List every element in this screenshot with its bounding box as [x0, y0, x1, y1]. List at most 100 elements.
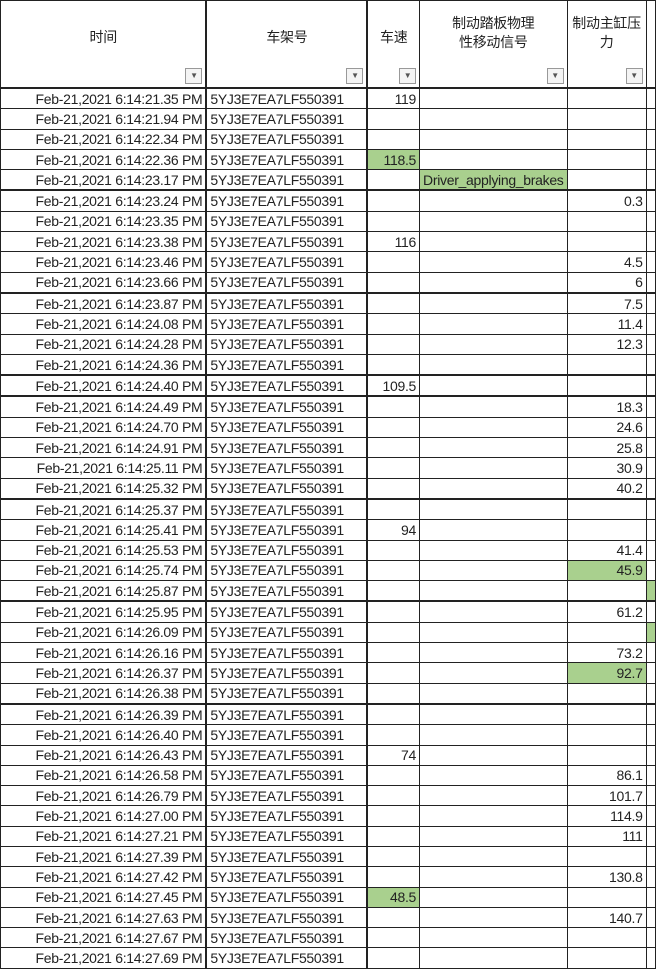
cell-time[interactable]: Feb-21,2021 6:14:27.45 PM: [0, 886, 208, 908]
cell-vin[interactable]: 5YJ3E7EA7LF550391: [205, 416, 369, 439]
cell-speed[interactable]: [366, 764, 421, 787]
cell-time[interactable]: Feb-21,2021 6:14:26.37 PM: [0, 662, 208, 684]
cell-speed[interactable]: [366, 662, 421, 684]
cell-vin[interactable]: 5YJ3E7EA7LF550391: [205, 805, 369, 827]
cell-brake-pressure[interactable]: 92.7: [566, 662, 647, 684]
cell-vin[interactable]: 5YJ3E7EA7LF550391: [205, 313, 369, 335]
cell-speed[interactable]: [366, 580, 421, 602]
cell-speed[interactable]: [366, 927, 421, 949]
cell-next[interactable]: [645, 682, 656, 705]
cell-time[interactable]: Feb-21,2021 6:14:21.35 PM: [0, 87, 208, 110]
cell-speed[interactable]: [366, 271, 421, 294]
cell-speed[interactable]: 116: [366, 231, 421, 253]
cell-vin[interactable]: 5YJ3E7EA7LF550391: [205, 210, 369, 233]
cell-brake-pressure[interactable]: 40.2: [566, 477, 647, 500]
cell-brake-signal[interactable]: [419, 374, 568, 397]
cell-brake-signal[interactable]: [419, 189, 568, 212]
cell-vin[interactable]: 5YJ3E7EA7LF550391: [205, 785, 369, 807]
filter-dropdown-icon[interactable]: ▼: [399, 68, 417, 84]
cell-next[interactable]: [645, 927, 656, 949]
cell-next[interactable]: [645, 189, 656, 212]
cell-speed[interactable]: [366, 600, 421, 623]
cell-brake-pressure[interactable]: 114.9: [566, 805, 647, 827]
cell-next[interactable]: [645, 785, 656, 807]
cell-vin[interactable]: 5YJ3E7EA7LF550391: [205, 374, 369, 397]
cell-next[interactable]: [645, 744, 656, 766]
cell-speed[interactable]: [366, 947, 421, 969]
cell-brake-pressure[interactable]: [566, 231, 647, 253]
cell-brake-pressure[interactable]: [566, 927, 647, 949]
cell-brake-pressure[interactable]: 4.5: [566, 251, 647, 273]
cell-time[interactable]: Feb-21,2021 6:14:25.37 PM: [0, 497, 208, 521]
cell-speed[interactable]: [366, 457, 421, 479]
cell-vin[interactable]: 5YJ3E7EA7LF550391: [205, 189, 369, 212]
cell-brake-signal[interactable]: [419, 416, 568, 439]
cell-speed[interactable]: 118.5: [366, 148, 421, 171]
cell-brake-signal[interactable]: Driver_applying_brakes: [419, 169, 568, 191]
cell-speed[interactable]: [366, 251, 421, 273]
cell-brake-pressure[interactable]: 61.2: [566, 600, 647, 623]
cell-next[interactable]: [645, 395, 656, 418]
cell-vin[interactable]: 5YJ3E7EA7LF550391: [205, 497, 369, 521]
cell-brake-pressure[interactable]: 30.9: [566, 457, 647, 479]
cell-brake-signal[interactable]: [419, 785, 568, 807]
cell-brake-signal[interactable]: [419, 519, 568, 541]
cell-next[interactable]: [645, 148, 656, 171]
cell-next[interactable]: [645, 724, 656, 746]
cell-brake-pressure[interactable]: 130.8: [566, 866, 647, 888]
cell-speed[interactable]: [366, 477, 421, 500]
cell-next[interactable]: [645, 87, 656, 110]
cell-time[interactable]: Feb-21,2021 6:14:25.87 PM: [0, 580, 208, 602]
cell-vin[interactable]: 5YJ3E7EA7LF550391: [205, 927, 369, 949]
cell-brake-pressure[interactable]: 12.3: [566, 333, 647, 355]
cell-brake-signal[interactable]: [419, 271, 568, 294]
cell-speed[interactable]: [366, 805, 421, 827]
cell-vin[interactable]: 5YJ3E7EA7LF550391: [205, 744, 369, 766]
cell-brake-pressure[interactable]: [566, 845, 647, 868]
cell-time[interactable]: Feb-21,2021 6:14:25.32 PM: [0, 477, 208, 500]
cell-brake-pressure[interactable]: 101.7: [566, 785, 647, 807]
cell-vin[interactable]: 5YJ3E7EA7LF550391: [205, 642, 369, 664]
cell-speed[interactable]: 109.5: [366, 374, 421, 397]
cell-speed[interactable]: [366, 333, 421, 355]
cell-brake-pressure[interactable]: [566, 108, 647, 130]
cell-time[interactable]: Feb-21,2021 6:14:26.39 PM: [0, 702, 208, 726]
cell-next[interactable]: [645, 128, 656, 150]
cell-vin[interactable]: 5YJ3E7EA7LF550391: [205, 169, 369, 191]
cell-time[interactable]: Feb-21,2021 6:14:23.17 PM: [0, 169, 208, 191]
cell-speed[interactable]: [366, 291, 421, 315]
cell-next[interactable]: [645, 374, 656, 397]
cell-time[interactable]: Feb-21,2021 6:14:24.40 PM: [0, 374, 208, 397]
cell-brake-pressure[interactable]: [566, 702, 647, 726]
cell-brake-pressure[interactable]: [566, 353, 647, 376]
cell-next[interactable]: [645, 477, 656, 500]
cell-time[interactable]: Feb-21,2021 6:14:23.87 PM: [0, 291, 208, 315]
cell-brake-pressure[interactable]: [566, 621, 647, 644]
cell-time[interactable]: Feb-21,2021 6:14:24.49 PM: [0, 395, 208, 418]
cell-brake-signal[interactable]: [419, 927, 568, 949]
cell-vin[interactable]: 5YJ3E7EA7LF550391: [205, 251, 369, 273]
cell-brake-pressure[interactable]: 6: [566, 271, 647, 294]
cell-brake-signal[interactable]: [419, 251, 568, 273]
cell-next[interactable]: [645, 866, 656, 888]
cell-time[interactable]: Feb-21,2021 6:14:25.41 PM: [0, 519, 208, 541]
cell-brake-signal[interactable]: [419, 866, 568, 888]
cell-time[interactable]: Feb-21,2021 6:14:24.91 PM: [0, 437, 208, 459]
cell-time[interactable]: Feb-21,2021 6:14:26.40 PM: [0, 724, 208, 746]
cell-time[interactable]: Feb-21,2021 6:14:23.24 PM: [0, 189, 208, 212]
cell-brake-pressure[interactable]: [566, 519, 647, 541]
cell-time[interactable]: Feb-21,2021 6:14:25.95 PM: [0, 600, 208, 623]
cell-brake-pressure[interactable]: [566, 497, 647, 521]
cell-speed[interactable]: [366, 724, 421, 746]
cell-vin[interactable]: 5YJ3E7EA7LF550391: [205, 291, 369, 315]
cell-next[interactable]: [645, 702, 656, 726]
cell-brake-pressure[interactable]: 0.3: [566, 189, 647, 212]
cell-time[interactable]: Feb-21,2021 6:14:26.16 PM: [0, 642, 208, 664]
cell-brake-pressure[interactable]: [566, 886, 647, 908]
cell-brake-pressure[interactable]: 41.4: [566, 539, 647, 561]
cell-brake-signal[interactable]: [419, 497, 568, 521]
cell-brake-pressure[interactable]: 45.9: [566, 559, 647, 582]
cell-time[interactable]: Feb-21,2021 6:14:27.69 PM: [0, 947, 208, 969]
cell-speed[interactable]: [366, 395, 421, 418]
cell-time[interactable]: Feb-21,2021 6:14:27.63 PM: [0, 906, 208, 929]
